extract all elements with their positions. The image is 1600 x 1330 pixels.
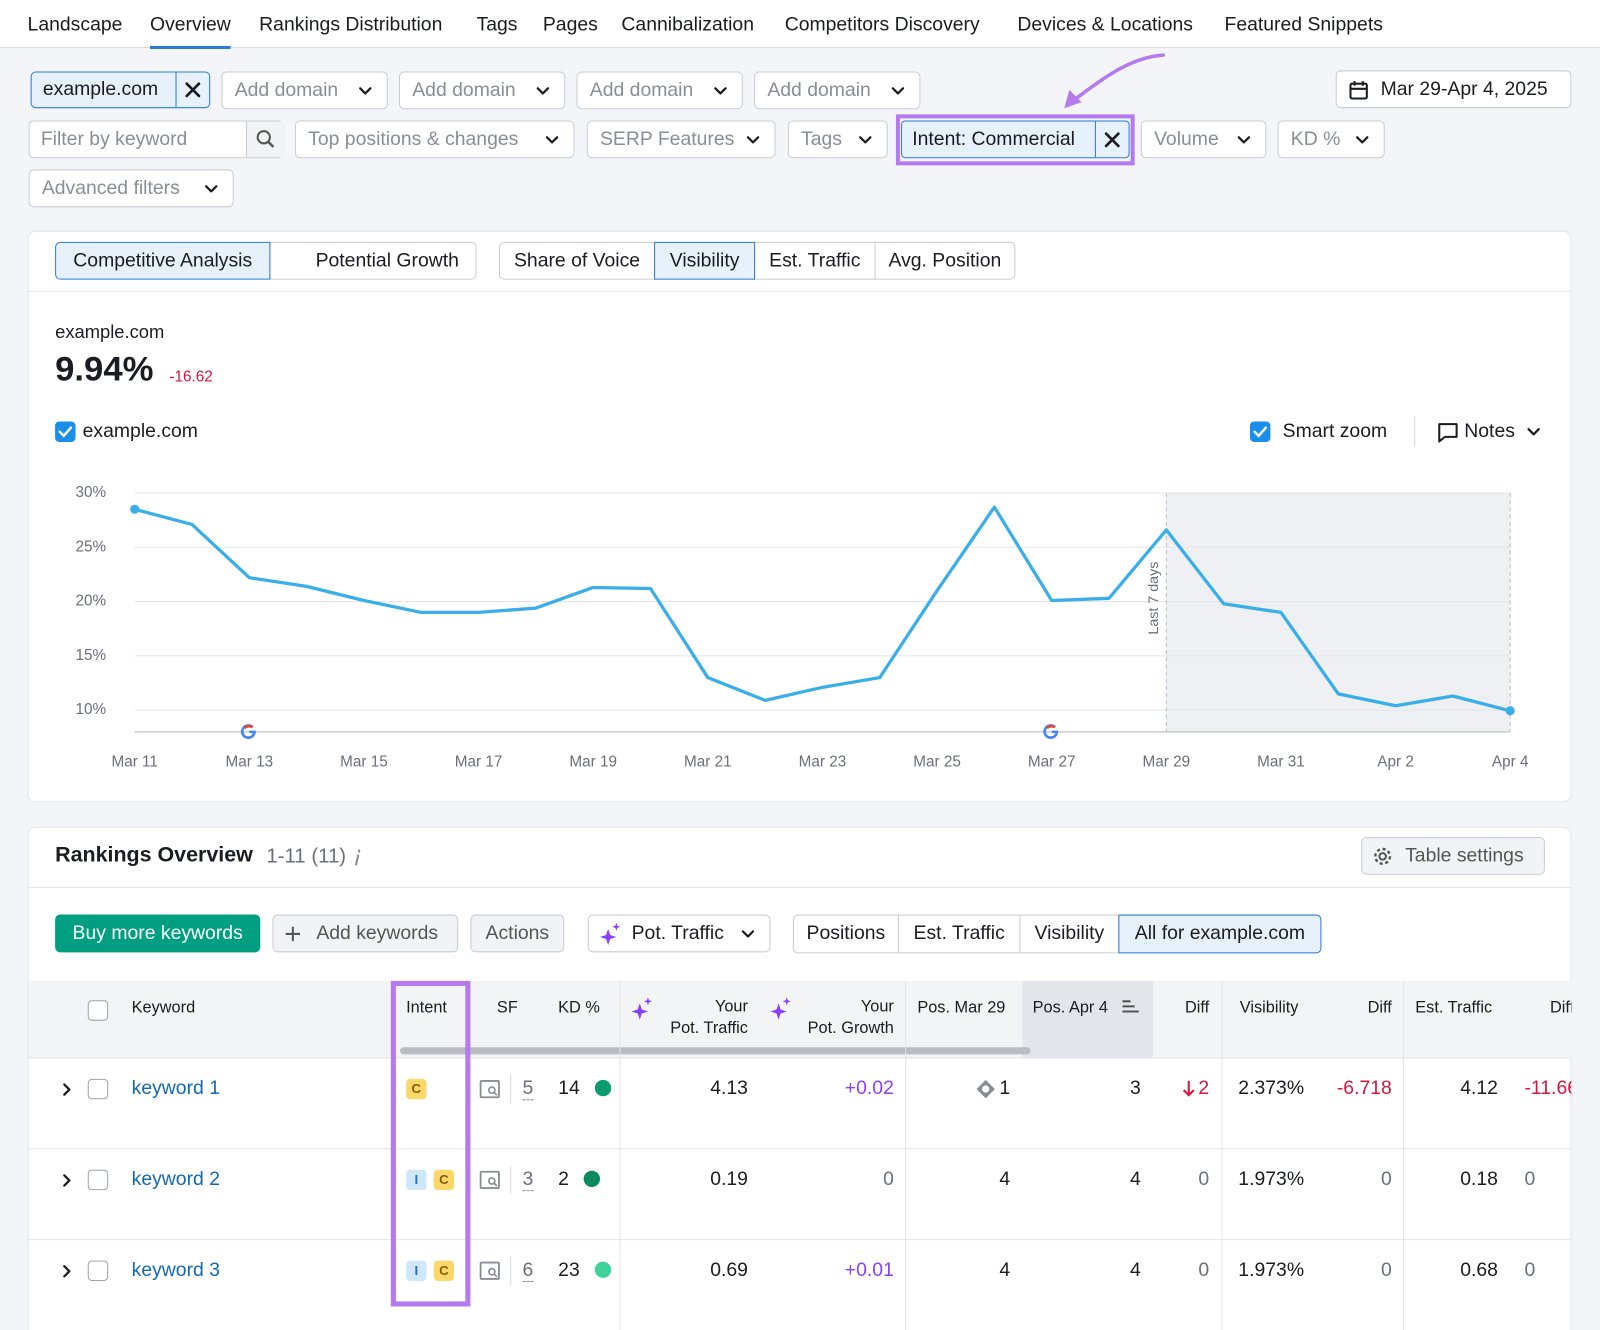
segment-button[interactable]: Est. Traffic [898, 915, 1020, 954]
column-header: Diff [1550, 997, 1571, 1018]
sparkle-icon [770, 997, 792, 1019]
highlight-box [391, 981, 471, 1307]
est-traffic-diff: 0 [1524, 1260, 1535, 1282]
segment-label: Avg. Position [876, 243, 1015, 279]
keyword-link[interactable]: keyword 3 [132, 1260, 220, 1282]
segment-label: Visibility [1020, 916, 1118, 953]
segment-label: Positions [794, 916, 898, 953]
horizontal-scrollbar [400, 1047, 1031, 1054]
segment-button[interactable]: Potential Growth [269, 242, 476, 280]
column-header: Keyword [132, 997, 196, 1018]
segment-button[interactable]: Avg. Position [874, 242, 1015, 280]
sparkle-icon [632, 997, 654, 1019]
row-divider [29, 1148, 1572, 1149]
checkbox[interactable] [88, 1261, 108, 1281]
segment-button[interactable]: Visibility [1019, 915, 1119, 954]
chevron [63, 1264, 72, 1278]
chevron [63, 1082, 72, 1096]
icon-part [783, 997, 791, 1005]
est-traffic-diff: -11.66 [1524, 1078, 1571, 1100]
segment-button[interactable]: Est. Traffic [754, 242, 875, 280]
column-header: Est. Traffic [1415, 997, 1492, 1018]
icon-part [1122, 1001, 1138, 1011]
icon-part [770, 1003, 786, 1019]
icon-part [64, 1266, 69, 1276]
segment-label: Competitive Analysis [56, 243, 269, 279]
segment-label: Visibility [655, 243, 754, 279]
icon-part [632, 1003, 648, 1019]
est-traffic: 0.68 [1192, 1260, 1498, 1282]
icon-part [644, 997, 652, 1005]
segment-button[interactable]: All for example.com [1118, 915, 1321, 954]
checkbox[interactable] [88, 1000, 108, 1020]
segment-label: Est. Traffic [899, 916, 1019, 953]
est-traffic: 4.12 [1192, 1078, 1498, 1100]
segment-label: Share of Voice [500, 243, 654, 279]
segment-label: All for example.com [1119, 916, 1320, 953]
segment-label: Potential Growth [270, 243, 475, 279]
icon-part [64, 1175, 69, 1185]
chevron [63, 1173, 72, 1187]
segment-button[interactable]: Competitive Analysis [55, 242, 270, 280]
segment-label: Est. Traffic [755, 243, 874, 279]
sort-icon [1122, 1000, 1138, 1014]
est-traffic-diff: 0 [1524, 1169, 1535, 1191]
checkbox[interactable] [88, 1170, 108, 1190]
segment-button[interactable]: Positions [793, 915, 899, 954]
keyword-link[interactable]: keyword 2 [132, 1169, 220, 1191]
checkbox[interactable] [88, 1079, 108, 1099]
segment-button[interactable]: Visibility [654, 242, 755, 280]
row-divider [29, 1239, 1572, 1240]
icon-part [64, 1084, 69, 1094]
row-divider [29, 1057, 1572, 1058]
keyword-link[interactable]: keyword 1 [132, 1078, 220, 1100]
segment-button[interactable]: Share of Voice [499, 242, 655, 280]
est-traffic: 0.18 [1192, 1169, 1498, 1191]
sorted-column-header [1022, 981, 1153, 1058]
